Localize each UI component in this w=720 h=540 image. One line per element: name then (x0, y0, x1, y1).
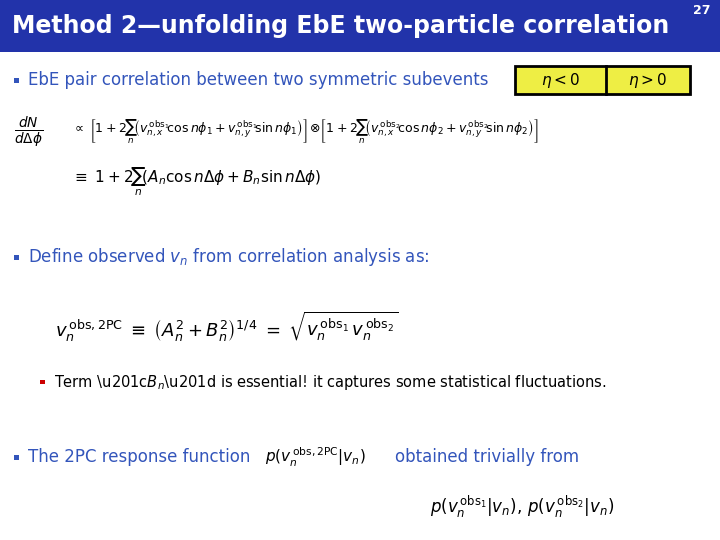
Bar (0, 0, 720, 52)
Text: $p(v_n^{\,\mathrm{obs_1}}|v_n),\,p(v_n^{\,\mathrm{obs_2}}|v_n)$: $p(v_n^{\,\mathrm{obs_1}}|v_n),\,p(v_n^{… (430, 494, 614, 520)
Text: $\propto\;\left[1+2\!\sum_{n}\!\left(v_{n,x}^{\,\mathrm{obs_1}}\!\cos n\phi_1+v_: $\propto\;\left[1+2\!\sum_{n}\!\left(v_{… (72, 118, 539, 146)
Text: $p(v_n^{\,\mathrm{obs,2PC}}|v_n)$: $p(v_n^{\,\mathrm{obs,2PC}}|v_n)$ (265, 446, 366, 469)
Bar (14, 78, 19, 83)
Text: EbE pair correlation between two symmetric subevents: EbE pair correlation between two symmetr… (28, 71, 488, 89)
Text: 27: 27 (693, 4, 710, 17)
Bar (14, 254, 19, 260)
Text: Term \u201c$B_n$\u201d is essential! it captures some statistical fluctuations.: Term \u201c$B_n$\u201d is essential! it … (54, 373, 606, 392)
Bar (40, 380, 45, 384)
Text: $\frac{dN}{d\Delta\phi}$: $\frac{dN}{d\Delta\phi}$ (14, 114, 43, 150)
Text: Method 2—unfolding EbE two-particle correlation: Method 2—unfolding EbE two-particle corr… (12, 14, 670, 38)
Text: $v_n^{\,\mathrm{obs,2PC}}\;\equiv\;\left(A_n^2+B_n^2\right)^{1/4}\;=\;\sqrt{v_n^: $v_n^{\,\mathrm{obs,2PC}}\;\equiv\;\left… (55, 310, 398, 344)
Text: $\eta>0$: $\eta>0$ (629, 71, 667, 90)
Text: The 2PC response function: The 2PC response function (28, 448, 251, 466)
Text: obtained trivially from: obtained trivially from (395, 448, 579, 466)
Bar (14, 455, 19, 460)
Text: Define observed $v_n$ from correlation analysis as:: Define observed $v_n$ from correlation a… (28, 246, 430, 268)
Bar (515, 66, 690, 94)
Text: $\eta<0$: $\eta<0$ (541, 71, 580, 90)
Text: $\equiv\;1+2\!\sum_{n}\!\left(A_n\cos n\Delta\phi+B_n\sin n\Delta\phi\right)$: $\equiv\;1+2\!\sum_{n}\!\left(A_n\cos n\… (72, 166, 321, 198)
